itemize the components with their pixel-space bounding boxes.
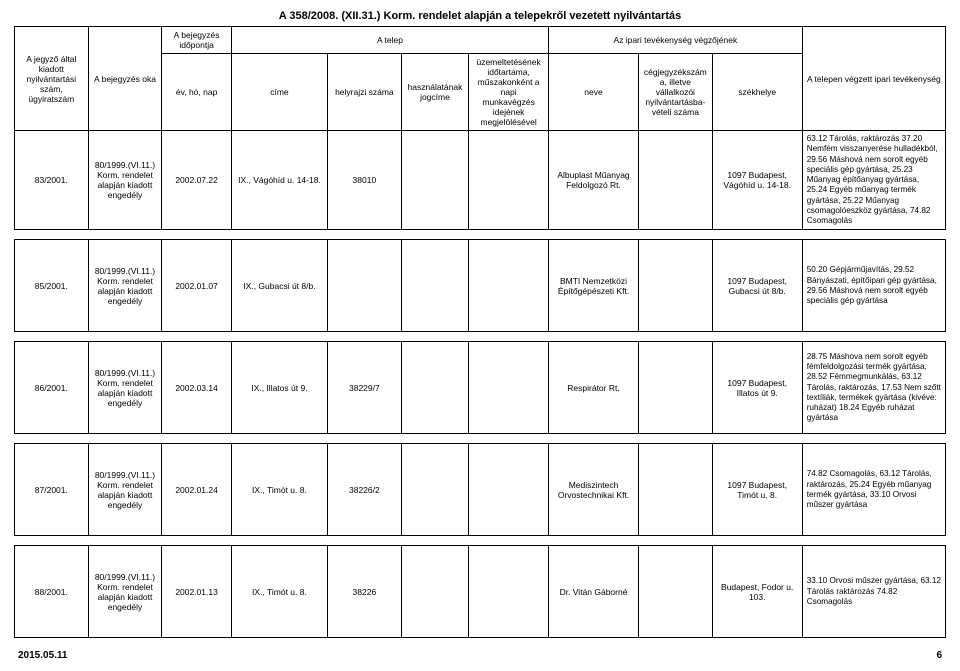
cell-c8: Albuplast Műanyag Feldolgozó Rt. [549,131,639,230]
cell-c8: Mediszintech Orvostechnikai Kft. [549,444,639,536]
header-address: címe [231,54,327,131]
cell-c6 [401,342,469,434]
page-footer: 2015.05.11 6 [14,650,946,661]
cell-c8: Dr. Vitán Gáborné [549,546,639,638]
cell-c6 [401,240,469,332]
cell-c5: 38010 [328,131,402,230]
cell-c10: 1097 Budapest, Timót u. 8. [712,444,802,536]
header-seat: székhelye [712,54,802,131]
cell-c1: 83/2001. [15,131,89,230]
cell-c11: 74.82 Csomagolás, 63.12 Tárolás, raktáro… [802,444,945,536]
cell-c3: 2002.03.14 [162,342,232,434]
header-telep-group: A telep [231,27,548,54]
header-operator-name: neve [549,54,639,131]
cell-c3: 2002.01.24 [162,444,232,536]
cell-c7 [469,240,549,332]
cell-c2: 80/1999.(VI.11.) Korm. rendelet alapján … [88,546,162,638]
cell-c5: 38229/7 [328,342,402,434]
cell-c11: 50.20 Gépjárműjavítás, 29.52 Bányászati,… [802,240,945,332]
header-activity: A telepen végzett ipari tevékenység [802,27,945,131]
cell-c6 [401,131,469,230]
cell-c4: IX., Illatos út 9. [231,342,327,434]
cell-c6 [401,546,469,638]
cell-c4: IX., Gubacsi út 8/b. [231,240,327,332]
cell-c11: 33.10 Orvosi műszer gyártása, 63.12 Táro… [802,546,945,638]
table-row: 85/2001.80/1999.(VI.11.) Korm. rendelet … [15,240,946,332]
cell-c1: 86/2001. [15,342,89,434]
cell-c3: 2002.01.13 [162,546,232,638]
cell-c9 [639,546,713,638]
header-registry-number: A jegyző által kiadott nyilvántartási sz… [15,27,89,131]
footer-page: 6 [936,650,942,661]
cell-c2: 80/1999.(VI.11.) Korm. rendelet alapján … [88,342,162,434]
cell-c9 [639,131,713,230]
cell-c2: 80/1999.(VI.11.) Korm. rendelet alapján … [88,444,162,536]
cell-c3: 2002.01.07 [162,240,232,332]
cell-c10: 1097 Budapest, Illatos út 9. [712,342,802,434]
cell-c5: 38226 [328,546,402,638]
cell-c6 [401,444,469,536]
cell-c7 [469,131,549,230]
cell-c1: 85/2001. [15,240,89,332]
cell-c1: 87/2001. [15,444,89,536]
cell-c7 [469,546,549,638]
cell-c10: 1097 Budapest, Gubacsi út 8/b. [712,240,802,332]
table-row: 86/2001.80/1999.(VI.11.) Korm. rendelet … [15,342,946,434]
cell-c5 [328,240,402,332]
cell-c11: 28.75 Máshova nem sorolt egyéb fémfeldol… [802,342,945,434]
records-table: A jegyző által kiadott nyilvántartási sz… [14,26,946,638]
table-row: 88/2001.80/1999.(VI.11.) Korm. rendelet … [15,546,946,638]
footer-date: 2015.05.11 [18,650,68,661]
cell-c3: 2002.07.22 [162,131,232,230]
cell-c8: Respirátor Rt. [549,342,639,434]
cell-c4: IX., Timót u. 8. [231,546,327,638]
header-entry-time-group: A bejegyzés időpontja [162,27,232,54]
cell-c1: 88/2001. [15,546,89,638]
table-row: 87/2001.80/1999.(VI.11.) Korm. rendelet … [15,444,946,536]
cell-c8: BMTI Nemzetközi Építőgépészeti Kft. [549,240,639,332]
header-company-reg: cégjegyzékszáma, illetve vállalkozói nyi… [639,54,713,131]
cell-c7 [469,444,549,536]
header-reason: A bejegyzés oka [88,27,162,131]
cell-c10: 1097 Budapest, Vágóhíd u. 14-18. [712,131,802,230]
cell-c9 [639,342,713,434]
cell-c10: Budapest, Fodor u. 103. [712,546,802,638]
cell-c2: 80/1999.(VI.11.) Korm. rendelet alapján … [88,240,162,332]
header-date: év, hó, nap [162,54,232,131]
cell-c4: IX., Vágóhíd u. 14-18. [231,131,327,230]
cell-c11: 63.12 Tárolás, raktározás 37.20 Nemfém v… [802,131,945,230]
cell-c2: 80/1999.(VI.11.) Korm. rendelet alapján … [88,131,162,230]
header-operation-duration: üzemeltetésének időtartama, műszakonként… [469,54,549,131]
cell-c5: 38226/2 [328,444,402,536]
header-operator-group: Az ipari tevékenység végzőjének [549,27,803,54]
cell-c4: IX., Timót u. 8. [231,444,327,536]
cell-c7 [469,342,549,434]
header-use-title: használatának jogcíme [401,54,469,131]
cell-c9 [639,444,713,536]
header-parcel: helyrajzi száma [328,54,402,131]
table-row: 83/2001.80/1999.(VI.11.) Korm. rendelet … [15,131,946,230]
cell-c9 [639,240,713,332]
page-title: A 358/2008. (XII.31.) Korm. rendelet ala… [14,10,946,22]
